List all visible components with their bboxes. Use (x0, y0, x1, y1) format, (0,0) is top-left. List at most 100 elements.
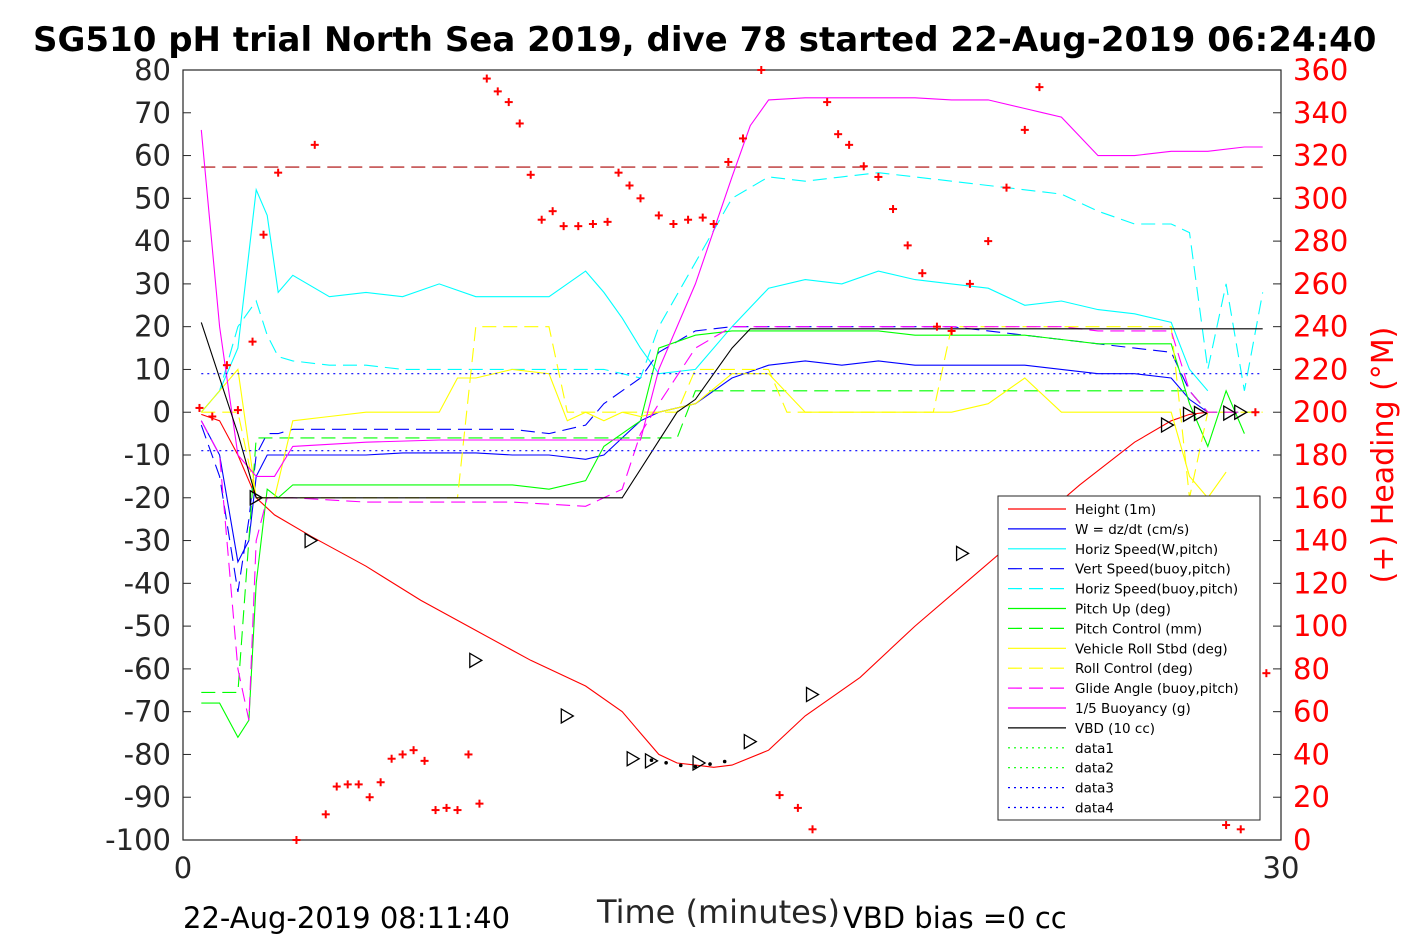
left-tick-label: -40 (124, 566, 171, 600)
x-axis-label: Time (minutes) (596, 893, 840, 931)
heading-point (493, 87, 502, 96)
heading-point (636, 194, 645, 203)
right-tick-label: 160 (1293, 481, 1348, 515)
legend-entry: Vehicle Roll Stbd (deg) (1008, 641, 1228, 657)
right-tick-label: 220 (1293, 352, 1348, 386)
series-line (201, 330, 1245, 739)
glider-marker (1223, 404, 1238, 422)
trajectory-dot (693, 764, 698, 769)
heading-point (1020, 125, 1029, 134)
heading-point (625, 181, 634, 190)
heading-point (903, 241, 912, 250)
heading-point (654, 211, 663, 220)
heading-point (548, 207, 557, 216)
left-tick-label: 0 (153, 395, 171, 429)
heading-point (475, 799, 484, 808)
glider-marker (626, 750, 641, 767)
glider-marker (469, 652, 484, 669)
heading-point (918, 269, 927, 278)
glider-marker (743, 733, 758, 750)
heading-point (526, 170, 535, 179)
glider-marker (560, 707, 575, 725)
heading-point (292, 836, 301, 844)
left-tick-label: 70 (134, 96, 171, 130)
heading-point (684, 215, 693, 224)
glider-marker (304, 532, 319, 549)
legend-label: Pitch Control (mm) (1075, 621, 1202, 637)
heading-point (387, 754, 396, 763)
heading-point (274, 168, 283, 177)
right-tick-label: 240 (1293, 310, 1348, 344)
trajectory-dot (664, 760, 668, 765)
heading-point (947, 326, 956, 335)
legend-label: data2 (1075, 761, 1114, 777)
glider-marker (692, 754, 707, 772)
legend-entry: Glide Angle (buoy,pitch) (1008, 681, 1239, 697)
legend-label: data3 (1075, 781, 1114, 797)
legend-label: Roll Control (deg) (1075, 661, 1193, 677)
glider-marker (1160, 416, 1175, 434)
left-tick-label: -10 (124, 438, 171, 472)
legend-label: data1 (1075, 741, 1114, 757)
heading-point (310, 140, 319, 149)
heading-point (889, 205, 898, 214)
right-tick-label: 60 (1293, 695, 1330, 729)
legend-label: data4 (1075, 801, 1114, 817)
heading-point (603, 217, 612, 226)
heading-point (874, 172, 883, 181)
heading-points (195, 66, 1271, 844)
heading-point (208, 412, 217, 421)
heading-point (738, 134, 747, 143)
heading-point (332, 782, 341, 791)
left-tick-label: -20 (124, 481, 171, 515)
right-tick-label: 100 (1293, 609, 1348, 643)
legend-label: Vert Speed(buoy,pitch) (1075, 562, 1231, 578)
legend-entry: data1 (1008, 741, 1114, 757)
heading-point (669, 220, 678, 228)
legend-entry: W = dz/dt (cm/s) (1008, 522, 1189, 538)
left-tick-label: 30 (134, 267, 171, 301)
legend-entry: Pitch Control (mm) (1008, 621, 1202, 637)
x-tick-label: 30 (1263, 851, 1300, 885)
heading-point (984, 237, 993, 246)
legend-entry: 1/5 Buoyancy (g) (1008, 701, 1191, 717)
heading-point (698, 213, 707, 222)
right-axis-ticks: 3603403203002802602402202001801601401201… (1273, 53, 1348, 857)
legend-box (997, 495, 1261, 821)
glider-marker (805, 686, 820, 703)
left-tick-label: -80 (124, 737, 171, 771)
heading-point (1035, 83, 1044, 92)
heading-point (420, 756, 429, 765)
series-layer (200, 97, 1264, 768)
legend-label: 1/5 Buoyancy (g) (1075, 701, 1191, 717)
trajectory-dot (678, 763, 683, 768)
left-tick-label: -100 (105, 823, 171, 857)
trajectory-dot (708, 762, 712, 766)
heading-point (222, 361, 231, 370)
heading-point (559, 222, 568, 231)
left-tick-label: 10 (134, 352, 171, 386)
left-tick-label: -70 (124, 695, 171, 729)
left-tick-label: -90 (124, 780, 171, 814)
heading-point (1251, 408, 1260, 417)
right-tick-label: 80 (1293, 652, 1330, 686)
heading-point (709, 220, 718, 228)
legend-label: Horiz Speed(buoy,pitch) (1075, 582, 1238, 598)
right-tick-label: 20 (1293, 780, 1330, 814)
left-tick-label: -60 (124, 652, 171, 686)
heading-point (248, 337, 257, 346)
footer-date: 22-Aug-2019 08:11:40 (183, 901, 510, 935)
trajectory-dot (722, 759, 727, 764)
series-line (200, 322, 1263, 499)
right-tick-label: 180 (1293, 438, 1348, 472)
footer-vbd-bias: VBD bias =0 cc (843, 901, 1067, 935)
series-line (200, 172, 1264, 413)
heading-point (482, 74, 491, 83)
legend-label: W = dz/dt (cm/s) (1075, 522, 1189, 538)
heading-point (1236, 825, 1245, 834)
right-tick-label: 260 (1293, 267, 1348, 301)
heading-point (442, 803, 451, 812)
right-tick-label: 320 (1293, 139, 1348, 173)
right-tick-label: 340 (1293, 96, 1348, 130)
